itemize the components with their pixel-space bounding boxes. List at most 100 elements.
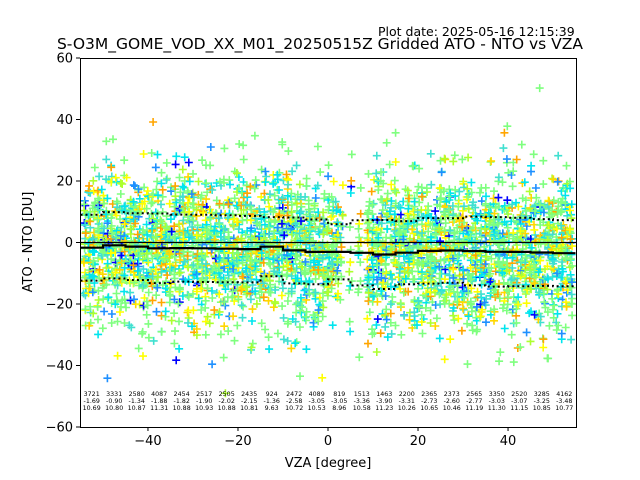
bin-count-label: 2472 <box>286 391 302 398</box>
scatter-point <box>129 261 138 270</box>
scatter-point <box>158 192 167 201</box>
scatter-point <box>279 262 288 271</box>
scatter-point <box>517 140 526 149</box>
scatter-point <box>391 128 400 137</box>
scatter-point <box>302 182 311 190</box>
scatter-point <box>373 315 382 324</box>
scatter-point <box>143 187 152 195</box>
scatter-point <box>487 157 496 166</box>
bin-count-label: 2580 <box>129 391 145 398</box>
scatter-point <box>259 273 268 282</box>
scatter-point <box>269 179 278 188</box>
scatter-point <box>539 343 548 352</box>
x-tick-label: −20 <box>224 434 251 449</box>
scatter-point <box>224 271 233 280</box>
scatter-point <box>481 183 490 192</box>
scatter-point <box>172 356 181 365</box>
bin-count-label: 3350 <box>489 391 505 398</box>
scatter-point <box>93 215 102 224</box>
scatter-point <box>131 219 140 228</box>
scatter-point <box>297 217 305 226</box>
scatter-point <box>188 322 196 331</box>
scatter-point <box>175 173 184 182</box>
scatter-point <box>567 290 576 299</box>
scatter-point <box>347 176 356 185</box>
scatter-point <box>251 262 260 271</box>
scatter-point <box>184 263 193 272</box>
scatter-point <box>93 302 102 311</box>
scatter-point <box>309 236 318 245</box>
scatter-point <box>250 131 259 140</box>
scatter-point <box>288 167 297 176</box>
scatter-point <box>495 357 504 366</box>
scatter-point <box>283 337 292 345</box>
scatter-point <box>148 224 157 233</box>
scatter-point <box>364 169 373 178</box>
scatter-point <box>237 286 246 295</box>
bin-count-label: 2365 <box>421 391 437 398</box>
scatter-point <box>233 169 241 178</box>
scatter-point <box>126 296 135 305</box>
scatter-point <box>265 222 274 231</box>
scatter-point <box>525 309 534 318</box>
scatter-point <box>117 251 126 260</box>
scatter-point <box>189 169 197 178</box>
scatter-point <box>100 199 108 208</box>
scatter-point <box>296 372 304 381</box>
scatter-point <box>192 231 201 240</box>
scatter-point <box>194 294 203 303</box>
scatter-point <box>175 283 184 292</box>
scatter-point <box>287 344 296 353</box>
scatter-point <box>170 274 179 283</box>
scatter-point <box>355 353 364 362</box>
scatter-point <box>562 161 571 170</box>
scatter-point <box>554 151 563 160</box>
scatter-point <box>129 197 138 206</box>
scatter-point <box>247 216 255 225</box>
scatter-point <box>202 259 210 268</box>
scatter-point <box>157 200 165 209</box>
scatter-point <box>539 180 548 189</box>
scatter-point <box>282 170 291 179</box>
bin-std-label: 10.80 <box>105 405 123 412</box>
scatter-point <box>84 289 93 298</box>
bin-std-label: 10.88 <box>218 405 236 412</box>
scatter-point <box>309 258 318 267</box>
scatter-point <box>220 298 229 306</box>
scatter-point <box>152 291 161 300</box>
scatter-point <box>239 155 248 164</box>
scatter-point <box>185 177 194 186</box>
bin-std-label: 10.46 <box>443 405 461 412</box>
scatter-point <box>151 163 160 172</box>
scatter-point <box>171 182 180 191</box>
scatter-point <box>113 317 122 326</box>
scatter-point <box>509 167 518 176</box>
scatter-point <box>102 155 111 164</box>
scatter-point <box>85 321 94 330</box>
scatter-point <box>175 344 184 353</box>
scatter-point <box>138 255 147 264</box>
scatter-point <box>238 272 247 281</box>
scatter-point <box>490 187 498 196</box>
bin-mean-label: -1.34 <box>129 398 145 405</box>
bin-mean-label: -3.48 <box>556 398 572 405</box>
bin-mean-label: -3.07 <box>511 398 527 405</box>
scatter-point <box>203 312 212 321</box>
scatter-point <box>139 226 147 235</box>
scatter-point <box>134 185 143 193</box>
scatter-point <box>286 216 295 225</box>
scatter-point <box>170 202 179 211</box>
bin-mean-label: -1.69 <box>84 398 100 405</box>
scatter-point <box>139 352 147 361</box>
scatter-point <box>311 274 320 283</box>
scatter-point <box>111 268 120 277</box>
scatter-point <box>143 230 152 239</box>
scatter-point <box>295 323 304 332</box>
y-tick-label: −40 <box>46 359 73 374</box>
scatter-point <box>292 300 301 309</box>
scatter-point <box>208 360 217 369</box>
x-tick-label: 20 <box>410 434 427 449</box>
bin-mean-label: -3.25 <box>534 398 550 405</box>
scatter-point <box>109 135 117 144</box>
scatter-point <box>224 232 233 241</box>
